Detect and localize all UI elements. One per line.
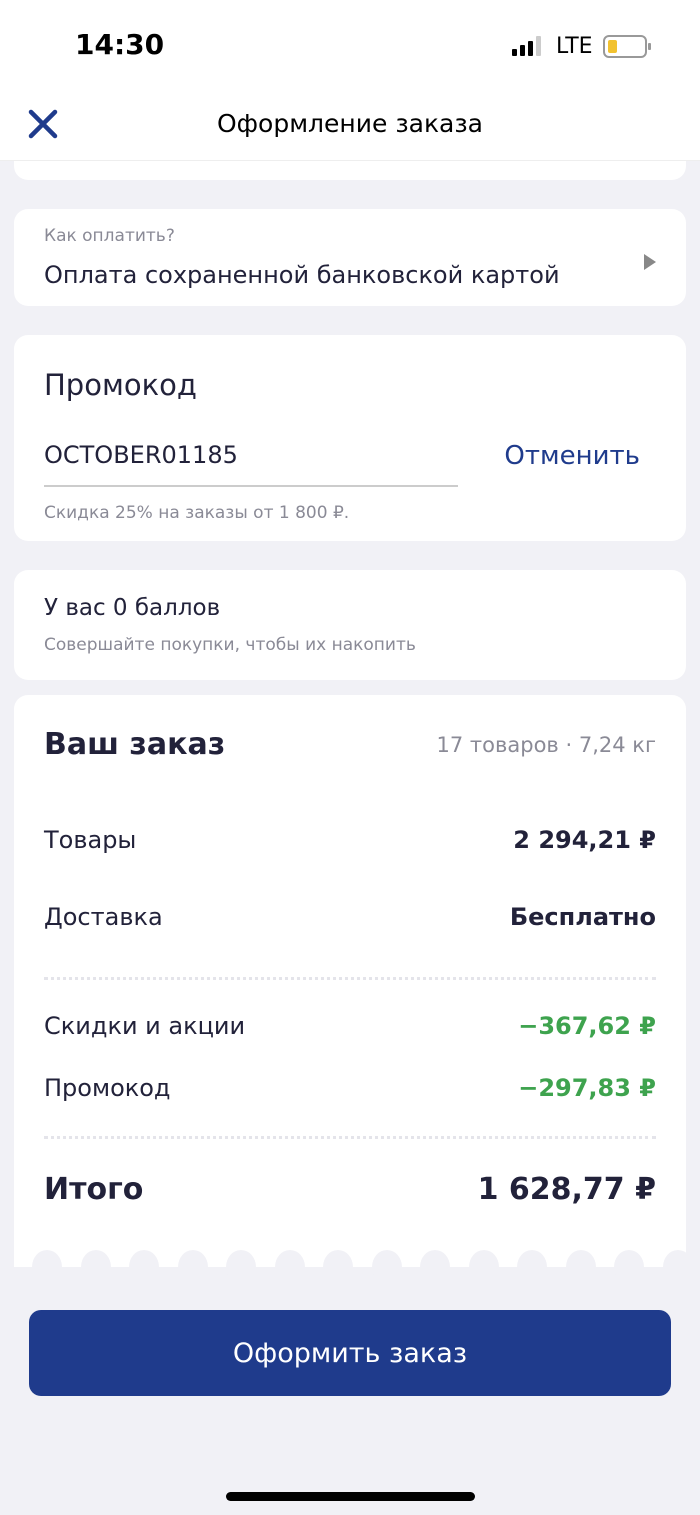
scallop-edge	[32, 1250, 62, 1284]
page-title: Оформление заказа	[216, 109, 483, 138]
payment-label: Как оплатить?	[44, 226, 175, 246]
scallop-edge	[177, 1250, 208, 1284]
status-bar: 14:30 LTE	[0, 0, 700, 95]
promo-title: Промокод	[44, 368, 197, 402]
promo-discount-value: −297,83 ₽	[518, 1074, 656, 1102]
scallop-edge	[323, 1250, 353, 1284]
discounts-value: −367,62 ₽	[518, 1012, 656, 1040]
chevron-right-icon	[644, 254, 656, 270]
scallop-edge	[420, 1250, 450, 1284]
promo-code-input[interactable]: OCTOBER01185	[44, 441, 458, 487]
goods-row: Товары 2 294,21 ₽	[44, 826, 656, 854]
points-subtitle: Совершайте покупки, чтобы их накопить	[44, 635, 416, 655]
scallop-edge	[226, 1250, 256, 1284]
cancel-promo-button[interactable]: Отменить	[504, 441, 640, 471]
scallop-edge	[80, 1250, 111, 1284]
order-title: Ваш заказ	[44, 727, 226, 762]
delivery-value: Бесплатно	[509, 903, 656, 931]
scallop-edge	[517, 1250, 547, 1284]
nav-bar: Оформление заказа	[0, 95, 700, 161]
discounts-row: Скидки и акции −367,62 ₽	[44, 1012, 656, 1040]
goods-value: 2 294,21 ₽	[513, 826, 656, 854]
close-icon[interactable]	[26, 107, 60, 141]
payment-value: Оплата сохраненной банковской картой	[44, 261, 560, 289]
order-summary-card: Ваш заказ 17 товаров · 7,24 кг Товары 2 2…	[14, 695, 686, 1267]
battery-icon	[603, 35, 651, 58]
scallop-edge	[371, 1250, 402, 1284]
delivery-label: Доставка	[44, 903, 163, 931]
scallop-edge	[468, 1250, 499, 1284]
signal-icon	[512, 36, 541, 56]
home-indicator	[226, 1492, 475, 1501]
promo-discount-row: Промокод −297,83 ₽	[44, 1074, 656, 1102]
points-card: У вас 0 баллов Совершайте покупки, чтобы…	[14, 570, 686, 680]
goods-label: Товары	[44, 826, 137, 854]
scallop-edge	[129, 1250, 159, 1284]
scallop-edge	[565, 1250, 596, 1284]
total-value: 1 628,77 ₽	[477, 1172, 656, 1207]
delivery-row: Доставка Бесплатно	[44, 903, 656, 931]
total-label: Итого	[44, 1172, 144, 1207]
promo-card: Промокод OCTOBER01185 Отменить Скидка 25…	[14, 335, 686, 541]
total-row: Итого 1 628,77 ₽	[44, 1172, 656, 1207]
divider	[44, 977, 656, 980]
scallop-edge	[614, 1250, 644, 1284]
promo-hint: Скидка 25% на заказы от 1 800 ₽.	[44, 503, 350, 523]
place-order-button[interactable]: Оформить заказ	[29, 1310, 671, 1396]
order-meta: 17 товаров · 7,24 кг	[436, 733, 656, 757]
clock: 14:30	[75, 28, 165, 61]
network-type: LTE	[556, 34, 593, 59]
scallop-edge	[274, 1250, 305, 1284]
points-title: У вас 0 баллов	[44, 595, 221, 621]
divider	[44, 1136, 656, 1139]
payment-method-selector[interactable]: Как оплатить? Оплата сохраненной банковс…	[14, 209, 686, 306]
discounts-label: Скидки и акции	[44, 1012, 246, 1040]
promo-discount-label: Промокод	[44, 1074, 171, 1102]
scallop-edge	[662, 1250, 693, 1284]
